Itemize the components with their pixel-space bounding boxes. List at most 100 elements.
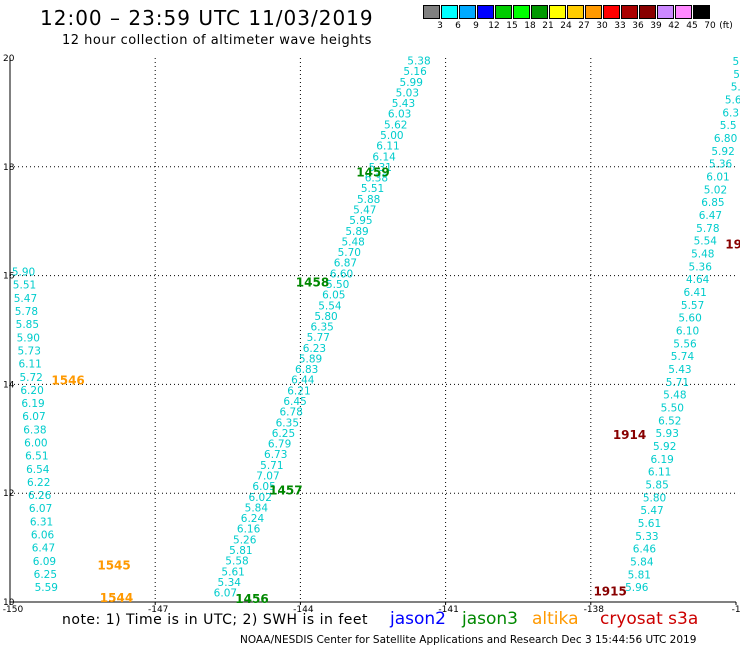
wave-height-value: 6.20: [20, 385, 43, 397]
legend-swatch-6: [531, 5, 548, 19]
wave-height-value: 5.48: [663, 390, 686, 402]
wave-height-value: 5.80: [643, 492, 666, 504]
x-tick-label: -138: [584, 605, 605, 615]
legend-label-3: 12: [488, 21, 500, 31]
legend-swatch-14: [675, 5, 692, 19]
wave-height-value: 6.80: [714, 133, 737, 145]
wave-height-value: 6.25: [34, 569, 57, 581]
wave-height-value: 6.38: [365, 173, 388, 185]
wave-height-value: 5.43: [668, 364, 691, 376]
legend-label-6: 21: [542, 21, 554, 31]
wave-height-value: 6.31: [30, 516, 53, 528]
wave-height-value: 6.10: [676, 326, 699, 338]
wave-height-value: 5.8: [732, 56, 740, 68]
wave-height-value: 5.00: [380, 130, 403, 142]
legend-swatch-2: [459, 5, 476, 19]
wave-height-value: 6.87: [334, 258, 357, 270]
wave-height-value: 5.73: [18, 345, 41, 357]
legend-label-0: 3: [437, 21, 443, 31]
wave-height-value: 6.14: [372, 151, 396, 163]
wave-height-value: 6.07: [22, 411, 45, 423]
wave-height-value: 5.36: [689, 261, 713, 273]
wave-height-value: 5.89: [345, 226, 368, 238]
y-tick-label: 20: [3, 54, 15, 64]
time-label: 1544: [100, 591, 133, 605]
wave-height-value: 5.54: [318, 300, 342, 312]
wave-height-value: 6.24: [241, 513, 265, 525]
y-tick-label: 16: [3, 272, 15, 282]
legend-swatch-3: [477, 5, 494, 19]
legend-swatch-12: [639, 5, 656, 19]
chart-title: 12:00 – 23:59 UTC 11/03/2019: [40, 6, 374, 30]
wave-height-value: 5.51: [361, 183, 384, 195]
wave-height-value: 5.81: [628, 569, 651, 581]
wave-height-value: 5.81: [229, 545, 252, 557]
wave-height-value: 5.84: [630, 556, 654, 568]
wave-height-value: 5.71: [666, 377, 689, 389]
wave-height-value: 5.92: [653, 441, 676, 453]
wave-height-value: 5.58: [225, 556, 248, 568]
legend-swatch-11: [621, 5, 638, 19]
wave-height-value: 5.61: [221, 566, 244, 578]
y-tick-label: 10: [3, 598, 15, 608]
wave-height-value: 5.26: [233, 534, 257, 546]
wave-height-value: 6.47: [32, 543, 55, 555]
legend-label-8: 27: [578, 21, 590, 31]
wave-height-value: 5.72: [19, 372, 42, 384]
wave-height-value: 6.07: [29, 503, 52, 515]
wave-height-value: 5.47: [640, 505, 663, 517]
legend-swatch-10: [603, 5, 620, 19]
wave-height-value: 5.51: [13, 280, 36, 292]
time-label: 19: [725, 237, 740, 251]
wave-height-value: 5.31: [369, 162, 392, 174]
wave-height-value: 6.60: [330, 268, 353, 280]
legend-swatch-15: [693, 5, 710, 19]
wave-height-value: 5.50: [326, 279, 349, 291]
wave-height-value: 5.48: [341, 236, 364, 248]
wave-height-value: 5.74: [671, 351, 695, 363]
wave-height-value: 6.11: [18, 359, 41, 371]
wave-height-value: 5.78: [15, 306, 38, 318]
wave-height-value: 6.02: [249, 492, 272, 504]
wave-height-value: 4.64: [686, 274, 710, 286]
satellite-label-jason3: jason3: [462, 609, 518, 629]
wave-height-value: 5.84: [245, 502, 269, 514]
wave-height-value: 6.23: [303, 343, 326, 355]
wave-height-value: 5.59: [35, 582, 58, 594]
wave-height-value: 5.90: [17, 332, 40, 344]
wave-height-value: 6.35: [276, 417, 299, 429]
legend-swatch-5: [513, 5, 530, 19]
wave-height-value: 6.11: [376, 141, 399, 153]
wave-height-value: 5.38: [407, 56, 430, 68]
chart-footer: NOAA/NESDIS Center for Satellite Applica…: [240, 634, 697, 646]
wave-height-value: 5.99: [400, 77, 423, 89]
wave-height-value: 5.62: [384, 119, 407, 131]
time-label: 1458: [296, 275, 329, 289]
wave-height-value: 6.52: [658, 415, 681, 427]
time-label: 1457: [269, 483, 302, 497]
legend-swatch-13: [657, 5, 674, 19]
chart-subtitle: 12 hour collection of altimeter wave hei…: [62, 33, 372, 48]
legend-label-2: 9: [473, 21, 479, 31]
wave-height-value: 5.61: [638, 518, 661, 530]
x-tick-label: -141: [438, 605, 458, 615]
wave-height-value: 6.3: [722, 107, 739, 119]
wave-height-value: 6.21: [287, 385, 310, 397]
y-tick-label: 18: [3, 163, 15, 173]
time-label: 1545: [97, 558, 130, 572]
wave-height-value: 5.54: [694, 236, 718, 248]
satellite-label-cryosat: cryosat s3a: [600, 609, 699, 629]
legend-swatch-9: [585, 5, 602, 19]
wave-height-value: 6.51: [25, 451, 48, 463]
time-label: 1456: [235, 592, 268, 606]
wave-height-value: 6.01: [706, 172, 729, 184]
wave-height-value: 6.38: [23, 424, 46, 436]
legend-label-11: 36: [632, 21, 644, 31]
wave-height-value: 5.48: [691, 249, 714, 261]
x-tick-label: -144: [293, 605, 314, 615]
wave-height-value: 5.34: [218, 577, 242, 589]
y-tick-label: 14: [3, 380, 15, 390]
wave-height-value: 6.46: [633, 544, 657, 556]
wave-height-value: 5.: [733, 69, 740, 81]
wave-height-value: 5.57: [681, 300, 704, 312]
